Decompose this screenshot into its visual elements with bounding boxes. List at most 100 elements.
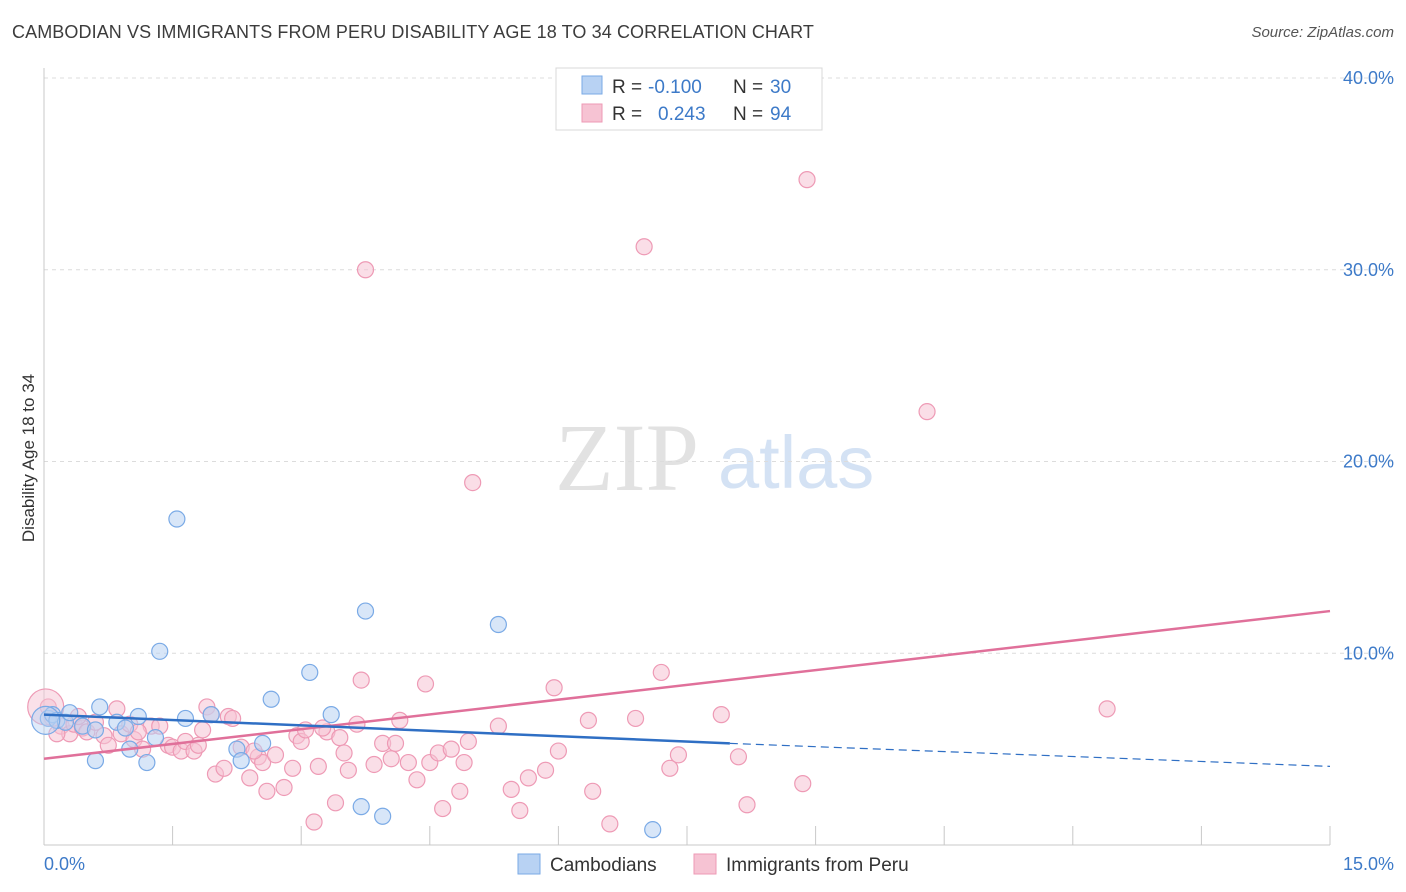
bottom-legend-label-cambodians: Cambodians: [550, 855, 657, 876]
legend-n-label-cambodians: N =: [733, 77, 763, 98]
legend-swatch-cambodians: [581, 75, 603, 95]
legend-r-value-cambodians: -0.100: [648, 77, 702, 98]
peru-point-67: [511, 801, 529, 820]
cambodians-point-large: [31, 705, 61, 735]
peru-point-46: [339, 761, 357, 779]
peru-point-9: [99, 736, 117, 754]
peru-point-75: [626, 709, 645, 728]
peru-point-66: [502, 780, 520, 798]
peru-point-28: [224, 709, 242, 728]
cambodians-point-13: [138, 753, 156, 772]
peru-point-52: [382, 750, 400, 768]
peru-point-84: [798, 171, 816, 189]
peru-point-41: [309, 757, 327, 775]
peru-point-85: [918, 403, 936, 421]
correlation-legend: R = -0.100 N = 30 R = 0.243 N = 94: [555, 67, 823, 131]
legend-n-value-peru: 94: [770, 104, 792, 125]
trend-lines: [43, 609, 1331, 767]
peru-point-68: [519, 769, 537, 787]
watermark-zip: ZIP: [555, 404, 699, 511]
gridlines: [44, 77, 1392, 654]
cambodians-point-21: [254, 734, 272, 752]
cambodians-point-28: [489, 615, 507, 634]
peru-point-93: [442, 740, 460, 758]
cambodians-point-8: [91, 698, 109, 716]
peru-point-61: [451, 782, 469, 800]
x-tick-label-max: 15.0%: [1343, 854, 1394, 874]
peru-point-80: [712, 706, 730, 724]
peru-point-56: [408, 771, 426, 789]
peru-point-36: [284, 759, 302, 777]
x-tick-labels: 0.0% 15.0%: [44, 854, 1394, 874]
peru-point-32: [254, 753, 272, 772]
peru-point-69: [536, 761, 555, 779]
peru-point-55: [399, 753, 417, 772]
peru-point-62: [455, 753, 473, 772]
cambodians-point-27: [374, 807, 392, 825]
cambodians-point-29: [644, 821, 662, 839]
peru-point-63: [459, 732, 477, 751]
peru-point-76: [635, 238, 653, 256]
peru-point-70: [545, 679, 563, 697]
y-tick-label-20: 20.0%: [1343, 452, 1394, 472]
cambodians-point-26: [352, 798, 370, 816]
bottom-legend-label-peru: Immigrants from Peru: [726, 855, 909, 876]
peru-point-43: [326, 794, 345, 812]
cambodians-point-6: [86, 721, 105, 739]
trend-line-cambodians: [43, 713, 730, 745]
legend-n-label-peru: N =: [733, 104, 763, 125]
peru-point-79: [669, 746, 688, 764]
cambodians-point-15: [151, 642, 169, 660]
peru-point-50: [365, 755, 383, 774]
x-tick-label-min: 0.0%: [44, 854, 85, 874]
legend-r-label-peru: R =: [612, 104, 642, 125]
legend-r-value-peru: 0.243: [658, 104, 706, 125]
trend-line-peru: [43, 609, 1331, 760]
legend-r-label-cambodians: R =: [612, 77, 642, 98]
peru-point-65: [489, 717, 507, 735]
legend-n-value-cambodians: 30: [770, 77, 791, 98]
cambodians-point-12: [129, 707, 147, 726]
bottom-legend-swatch-cambodians: [517, 853, 541, 875]
peru-point-86: [1098, 700, 1116, 718]
cambodians-point-25: [356, 602, 375, 620]
peru-point-57: [416, 675, 435, 693]
peru-point-44: [331, 729, 349, 747]
peru-point-22: [194, 721, 212, 739]
peru-point-81: [729, 748, 748, 766]
series-cambodians: [31, 510, 662, 839]
peru-point-54: [391, 711, 409, 729]
trend-line-cambodians-extension: [729, 742, 1331, 767]
cambodians-point-22: [262, 690, 280, 708]
peru-point-77: [652, 663, 670, 682]
peru-point-83: [794, 775, 812, 793]
cambodians-point-20: [232, 752, 250, 770]
series-legend: Cambodians Immigrants from Peru: [517, 853, 909, 876]
peru-point-34: [266, 746, 285, 764]
cambodians-point-4: [61, 704, 79, 722]
peru-point-64: [464, 473, 482, 492]
y-tick-label-30: 30.0%: [1343, 260, 1394, 280]
peru-point-78: [661, 759, 679, 777]
watermark-atlas: atlas: [718, 421, 874, 504]
peru-point-71: [549, 742, 568, 760]
y-tick-labels: 10.0% 20.0% 30.0% 40.0%: [1343, 68, 1394, 663]
cambodians-point-17: [176, 709, 195, 728]
bottom-legend-swatch-peru: [693, 853, 717, 875]
peru-point-72: [579, 711, 598, 729]
peru-point-53: [386, 734, 405, 752]
chart-title: CAMBODIAN VS IMMIGRANTS FROM PERU DISABI…: [12, 22, 814, 42]
y-tick-label-40: 40.0%: [1343, 68, 1394, 88]
y-axis-label: Disability Age 18 to 34: [19, 374, 38, 542]
peru-point-60: [434, 799, 452, 818]
peru-point-48: [352, 671, 370, 689]
peru-point-73: [584, 782, 602, 800]
cambodians-point-14: [146, 729, 165, 747]
peru-point-49: [356, 261, 375, 279]
y-tick-label-10: 10.0%: [1343, 643, 1394, 663]
source-label: Source: ZipAtlas.com: [1251, 24, 1394, 41]
peru-point-35: [275, 778, 293, 797]
cambodians-point-23: [301, 663, 319, 682]
cambodians-point-10: [116, 719, 135, 737]
cambodians-point-24: [322, 706, 340, 724]
